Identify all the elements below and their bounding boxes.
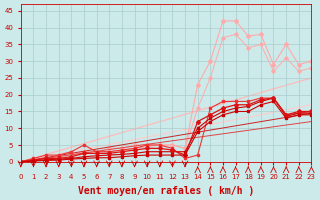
X-axis label: Vent moyen/en rafales ( km/h ): Vent moyen/en rafales ( km/h ) bbox=[78, 186, 254, 196]
